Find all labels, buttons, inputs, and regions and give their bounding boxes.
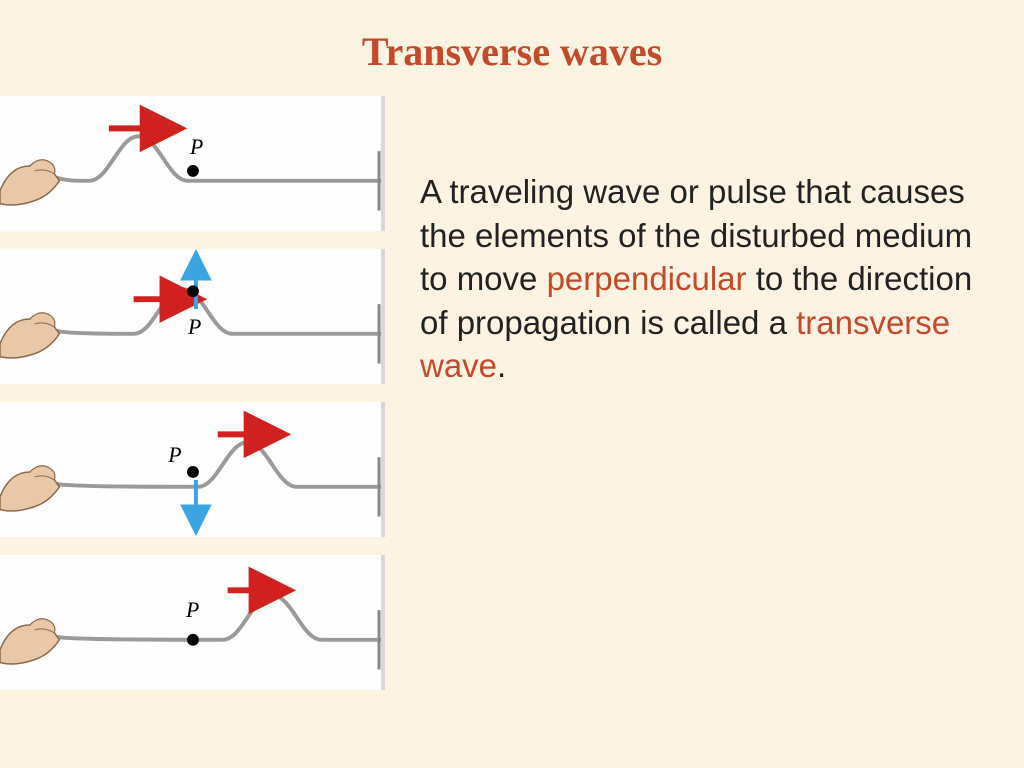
rope bbox=[57, 442, 381, 487]
wave-svg-1: P bbox=[0, 96, 381, 231]
diagram-column: P P P bbox=[0, 96, 400, 708]
hand-icon bbox=[0, 160, 59, 205]
point-label: P bbox=[189, 135, 203, 159]
point-p bbox=[187, 165, 199, 177]
wave-svg-4: P bbox=[0, 555, 381, 690]
body-text: . bbox=[497, 347, 506, 384]
wave-panel-3: P bbox=[0, 402, 385, 537]
rope bbox=[57, 289, 381, 334]
point-label: P bbox=[185, 598, 199, 622]
point-label: P bbox=[167, 443, 181, 467]
wave-panel-1: P bbox=[0, 96, 385, 231]
point-p bbox=[187, 285, 199, 297]
highlight-term: perpendicular bbox=[547, 260, 747, 297]
definition-text: A traveling wave or pulse that causes th… bbox=[420, 170, 980, 388]
wave-panel-2: P bbox=[0, 249, 385, 384]
wave-panel-4: P bbox=[0, 555, 385, 690]
point-p bbox=[187, 634, 199, 646]
hand-icon bbox=[0, 466, 59, 511]
rope bbox=[57, 595, 381, 640]
hand-icon bbox=[0, 619, 59, 664]
point-p bbox=[187, 466, 199, 478]
wave-svg-2: P bbox=[0, 249, 381, 384]
point-label: P bbox=[187, 315, 201, 339]
wave-svg-3: P bbox=[0, 402, 381, 537]
rope bbox=[57, 136, 381, 181]
hand-icon bbox=[0, 313, 59, 358]
page-title: Transverse waves bbox=[0, 0, 1024, 75]
